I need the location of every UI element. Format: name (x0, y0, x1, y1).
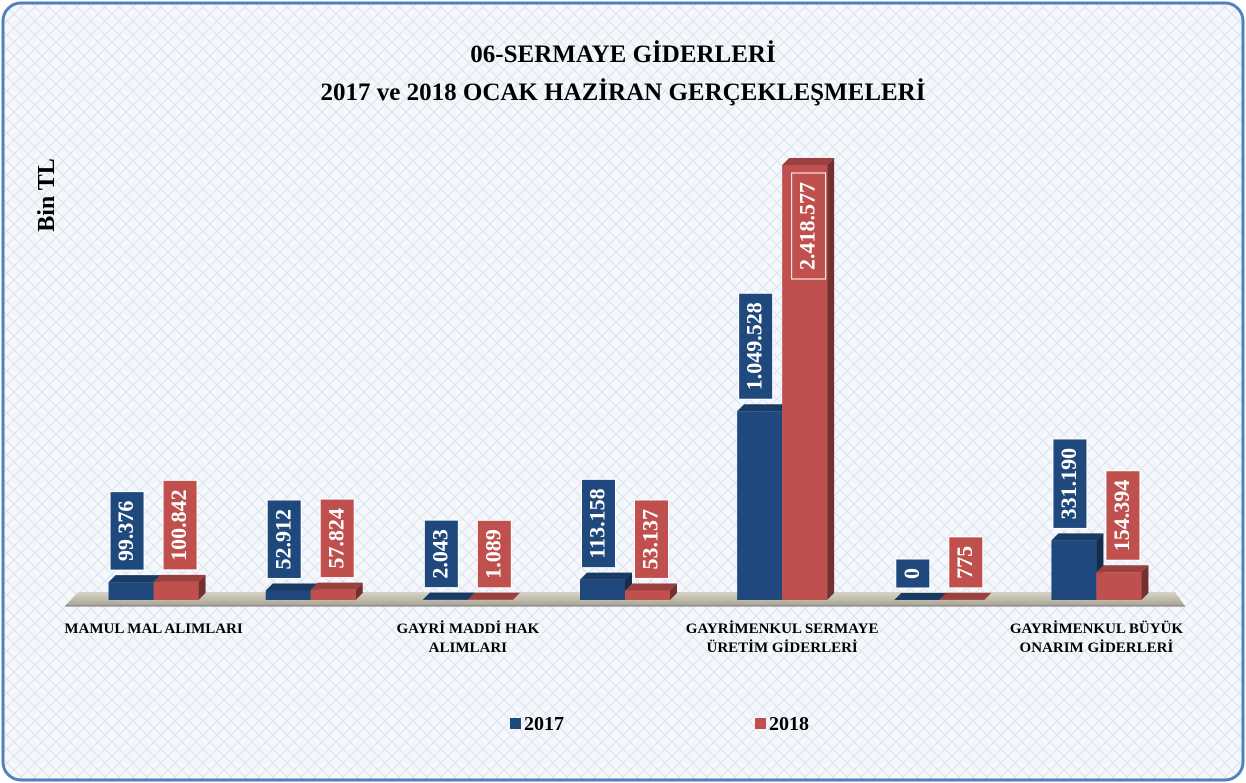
bar (1096, 572, 1142, 600)
data-label-box (895, 558, 931, 589)
data-label-box (791, 172, 827, 280)
bar (737, 411, 783, 600)
bar-top (939, 592, 992, 600)
bar-top (737, 404, 790, 412)
data-label: 52.912 (266, 499, 302, 579)
bar-top (580, 572, 632, 580)
data-label-text: 57.824 (323, 508, 348, 569)
legend-swatch (755, 718, 766, 729)
bar (153, 581, 199, 600)
data-label-box (1052, 438, 1088, 529)
data-label-text: 99.376 (113, 501, 138, 562)
x-tick-label: MAMUL MAL ALIMLARI (64, 621, 243, 637)
legend-swatch (510, 718, 521, 729)
data-label: 331.190 (1052, 438, 1088, 529)
data-label-box (948, 536, 984, 589)
x-tick-label: GAYRİ MADDİ HAK ALIMLARI (396, 621, 540, 656)
data-label: 1.089 (476, 519, 512, 589)
data-label-text: 1.089 (480, 529, 505, 579)
data-label: 2.043 (423, 519, 459, 589)
data-label-text: 331.190 (1056, 448, 1081, 520)
x-tick-label: GAYRİMENKUL BÜYÜK ONARIM GİDERLERİ (1009, 621, 1184, 656)
data-label-box (109, 491, 145, 571)
data-label: 154.394 (1105, 470, 1141, 561)
data-label: 113.158 (581, 478, 616, 569)
bar-top (310, 582, 363, 590)
legend-label: 2018 (769, 713, 809, 735)
bar-top (108, 575, 161, 583)
data-label: 775 (948, 536, 984, 589)
bar-side (198, 574, 206, 600)
chart-title: 06-SERMAYE GİDERLERİ (470, 40, 775, 68)
bar-top (1096, 565, 1149, 573)
data-label-text: 100.842 (166, 489, 191, 561)
bar-top (265, 583, 318, 591)
bar-side (1141, 565, 1149, 600)
data-label-box (634, 499, 669, 579)
bar-top (422, 592, 475, 600)
data-label-text: 1.049.528 (742, 302, 767, 390)
bar (625, 590, 670, 600)
data-label-text: 154.394 (1109, 480, 1134, 552)
bar-top (894, 593, 947, 600)
data-label-text: 113.158 (585, 488, 610, 558)
bar (310, 589, 356, 600)
data-label: 100.842 (162, 479, 198, 571)
data-label-text: 775 (952, 546, 977, 579)
bar-top (153, 574, 206, 582)
data-label: 57.824 (319, 498, 355, 579)
bar-side (355, 582, 363, 600)
data-label: 53.137 (634, 499, 669, 579)
data-label-box (162, 479, 198, 571)
data-label-text: 52.912 (270, 509, 295, 570)
bar-top (1051, 533, 1104, 541)
data-label-text: 0 (899, 568, 924, 579)
bar-side (512, 592, 520, 600)
data-label-box (581, 478, 616, 569)
bar (580, 579, 625, 600)
data-label-box (738, 292, 774, 400)
data-label-text: 2.043 (427, 529, 452, 579)
bar (108, 582, 154, 600)
data-label-box (476, 519, 512, 589)
data-label: 2.418.577 (791, 172, 827, 280)
bar (265, 590, 311, 600)
legend-label: 2017 (524, 713, 564, 735)
bar-top (467, 592, 520, 600)
bar-top (782, 158, 835, 165)
data-label-box (423, 519, 459, 589)
bar (1051, 540, 1097, 600)
data-label: 99.376 (109, 491, 145, 571)
bar-side (984, 592, 992, 600)
data-label-box (266, 499, 302, 579)
chart-subtitle: 2017 ve 2018 OCAK HAZİRAN GERÇEKLEŞMELER… (321, 78, 926, 106)
data-label-box (319, 498, 355, 579)
data-label: 0 (895, 558, 931, 589)
data-label-text: 53.137 (638, 509, 663, 570)
data-label-text: 2.418.577 (795, 182, 820, 270)
y-axis-label: Bin TL (34, 158, 60, 232)
data-label-box (1105, 470, 1141, 561)
data-label: 1.049.528 (738, 292, 774, 400)
bar-side (670, 583, 677, 600)
x-tick-label: GAYRİMENKUL SERMAYE ÜRETİM GİDERLERİ (685, 621, 879, 656)
bar-top (625, 583, 677, 591)
bar-side (827, 158, 835, 600)
